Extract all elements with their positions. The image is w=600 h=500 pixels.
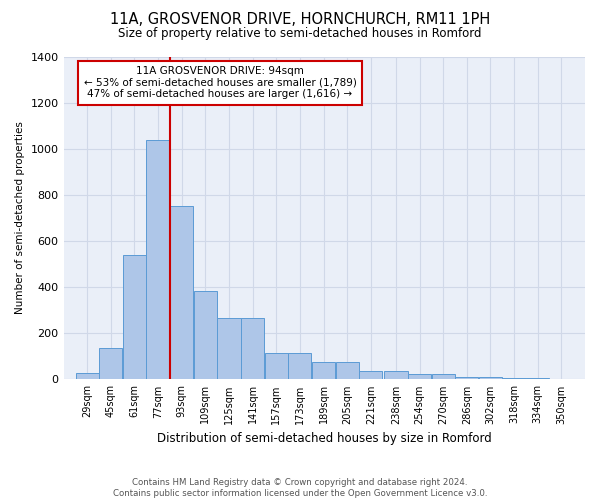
Bar [385, 372, 407, 380]
Bar [123, 255, 146, 380]
Bar [194, 290, 217, 380]
Bar [335, 362, 359, 380]
Bar [526, 378, 550, 380]
Bar [289, 353, 311, 380]
Bar [265, 353, 288, 380]
Bar [408, 374, 431, 380]
Bar [455, 377, 478, 380]
Bar [431, 374, 455, 380]
Bar [359, 372, 382, 380]
Text: 11A, GROSVENOR DRIVE, HORNCHURCH, RM11 1PH: 11A, GROSVENOR DRIVE, HORNCHURCH, RM11 1… [110, 12, 490, 28]
Bar [312, 362, 335, 380]
Bar [217, 318, 241, 380]
Bar [146, 140, 170, 380]
Text: Contains HM Land Registry data © Crown copyright and database right 2024.
Contai: Contains HM Land Registry data © Crown c… [113, 478, 487, 498]
Text: 11A GROSVENOR DRIVE: 94sqm
← 53% of semi-detached houses are smaller (1,789)
47%: 11A GROSVENOR DRIVE: 94sqm ← 53% of semi… [83, 66, 356, 100]
Bar [170, 206, 193, 380]
Bar [479, 377, 502, 380]
Bar [502, 378, 526, 380]
Text: Size of property relative to semi-detached houses in Romford: Size of property relative to semi-detach… [118, 28, 482, 40]
X-axis label: Distribution of semi-detached houses by size in Romford: Distribution of semi-detached houses by … [157, 432, 491, 445]
Bar [76, 373, 99, 380]
Bar [241, 318, 264, 380]
Y-axis label: Number of semi-detached properties: Number of semi-detached properties [15, 122, 25, 314]
Bar [99, 348, 122, 380]
